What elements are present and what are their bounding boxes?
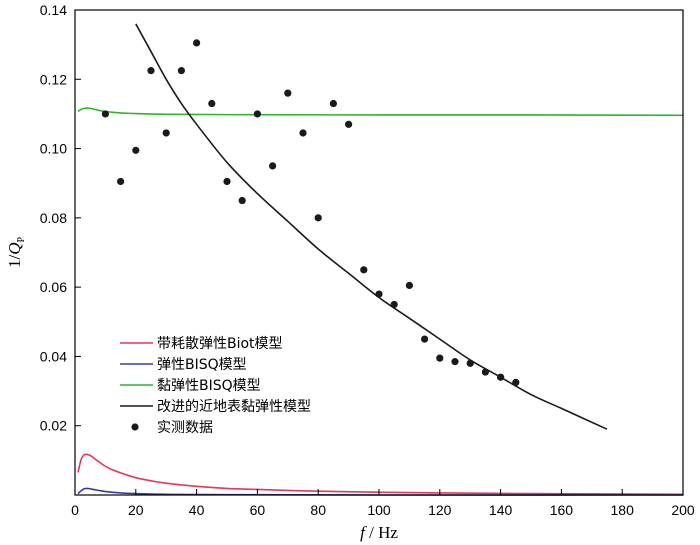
data-point [345, 120, 353, 128]
x-axis-variable: f [360, 523, 367, 542]
x-axis-label: f / Hz [360, 523, 398, 542]
legend-label: 弹性BISQ模型 [157, 357, 247, 373]
x-axis-unit: / Hz [365, 523, 399, 542]
data-point [299, 129, 307, 137]
x-tick-label: 60 [250, 502, 266, 518]
data-point [360, 266, 368, 274]
data-point [238, 196, 246, 205]
data-point [314, 214, 322, 222]
x-tick-label: 140 [489, 502, 513, 518]
y-axis: 0.02 0.04 0.06 0.08 0.10 0.12 0.14 [40, 2, 81, 434]
legend-label: 改进的近地表黏弹性模型 [157, 399, 311, 415]
y-axis-subscript: P [16, 237, 27, 243]
series-2-line [77, 107, 684, 117]
plot-series [77, 23, 684, 496]
legend-item: 弹性BISQ模型 [120, 357, 247, 373]
data-point [451, 358, 459, 366]
data-point [329, 99, 337, 108]
data-point [101, 110, 109, 118]
x-tick-label: 160 [550, 502, 574, 518]
data-point [284, 89, 292, 97]
y-axis-prefix: 1/ [5, 255, 24, 269]
y-axis-variable: Q [5, 243, 24, 255]
data-point [223, 177, 231, 186]
x-tick-label: 80 [310, 502, 326, 518]
data-point [436, 354, 444, 362]
y-axis-label: 1/QP [5, 237, 27, 269]
legend-item: 改进的近地表黏弹性模型 [120, 399, 311, 415]
x-tick-label: 200 [671, 502, 695, 518]
y-tick-label: 0.02 [40, 418, 67, 434]
data-point [177, 67, 185, 75]
data-point [390, 300, 398, 309]
data-point [117, 177, 125, 186]
data-point [466, 359, 474, 367]
data-point [497, 373, 505, 381]
x-axis: 0 20 40 60 80 100 120 140 160 180 200 [71, 489, 695, 518]
legend-marker [131, 423, 139, 431]
x-tick-label: 180 [611, 502, 635, 518]
y-tick-label: 0.08 [40, 210, 67, 226]
y-tick-label: 0.06 [40, 279, 67, 295]
legend: 带耗散弹性Biot模型弹性BISQ模型黏弹性BISQ模型改进的近地表黏弹性模型实… [120, 336, 311, 436]
data-point [147, 67, 155, 75]
legend-item: 带耗散弹性Biot模型 [120, 336, 283, 352]
legend-item: 黏弹性BISQ模型 [120, 378, 261, 394]
data-point [193, 39, 201, 47]
x-tick-label: 120 [428, 502, 452, 518]
data-point [208, 99, 216, 108]
data-point [512, 378, 520, 387]
y-tick-label: 0.14 [40, 2, 67, 18]
series-0-line [77, 453, 684, 496]
data-point [481, 368, 489, 376]
legend-label: 黏弹性BISQ模型 [157, 378, 261, 394]
data-point [269, 162, 277, 170]
data-point [421, 335, 429, 343]
y-tick-label: 0.04 [40, 348, 67, 364]
data-point [253, 110, 261, 118]
legend-label: 带耗散弹性Biot模型 [157, 336, 283, 352]
x-tick-label: 40 [189, 502, 205, 518]
x-tick-label: 0 [71, 502, 79, 518]
x-tick-label: 100 [367, 502, 391, 518]
data-point [162, 129, 170, 137]
series-4-points [101, 39, 520, 387]
data-point [375, 290, 383, 298]
data-point [405, 281, 413, 290]
y-tick-label: 0.10 [40, 141, 67, 157]
legend-label: 实测数据 [157, 420, 213, 436]
x-tick-label: 20 [128, 502, 144, 518]
data-point [132, 146, 140, 154]
legend-item: 实测数据 [131, 420, 213, 436]
y-tick-label: 0.12 [40, 71, 67, 87]
